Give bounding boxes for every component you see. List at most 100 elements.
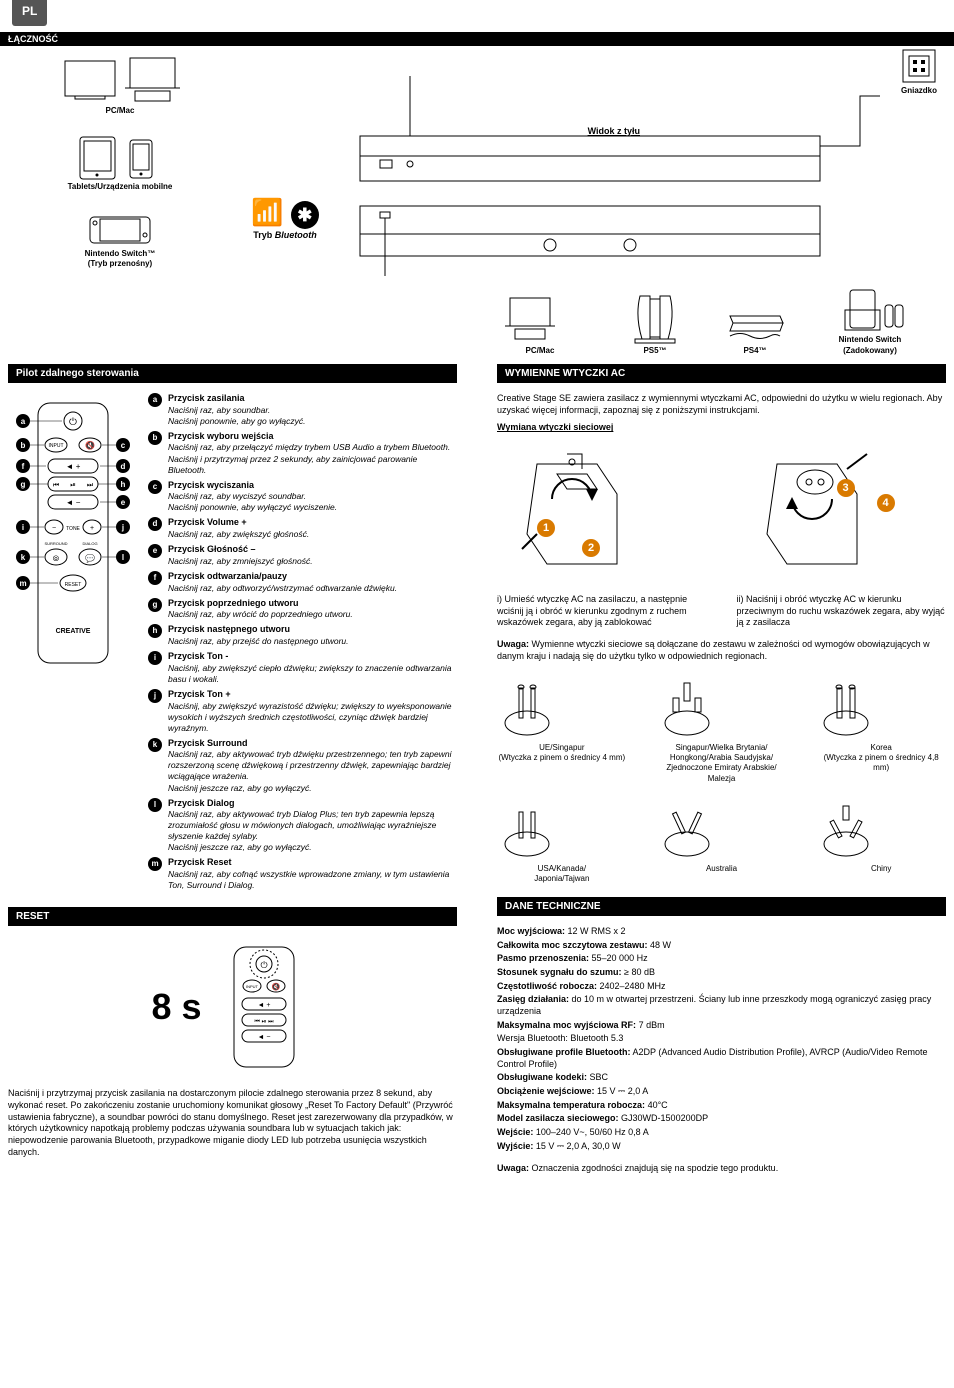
svg-text:⦾: ⦾ bbox=[53, 554, 60, 563]
plug-note: Uwaga: Wymienne wtyczki sieciowe są dołą… bbox=[497, 639, 946, 662]
remote-item-desc: Naciśnij raz, aby cofnąć wszystkie wprow… bbox=[168, 869, 457, 891]
spec-row: Wersja Bluetooth: Bluetooth 5.3 bbox=[497, 1033, 946, 1045]
letter-badge: l bbox=[148, 798, 162, 812]
svg-text:h: h bbox=[121, 480, 126, 489]
remote-item-title: Przycisk Głośność – bbox=[168, 544, 313, 556]
svg-text:◄ −: ◄ − bbox=[257, 1034, 270, 1041]
remote-item-a: aPrzycisk zasilaniaNaciśnij raz, aby sou… bbox=[148, 393, 457, 427]
device-ps4: PS4™ bbox=[720, 311, 790, 356]
svg-text:j: j bbox=[121, 523, 124, 532]
svg-text:g: g bbox=[21, 480, 26, 489]
remote-item-title: Przycisk Dialog bbox=[168, 798, 457, 810]
svg-text:⏻: ⏻ bbox=[69, 417, 77, 428]
step-number-2: 2 bbox=[582, 539, 600, 557]
spec-row: Częstotliwość robocza: 2402–2480 MHz bbox=[497, 981, 946, 993]
step-number-1: 1 bbox=[537, 519, 555, 537]
svg-text:◄ +: ◄ + bbox=[257, 1002, 270, 1009]
wall-outlet: Gniazdko bbox=[894, 46, 944, 96]
bottom-note: Uwaga: Oznaczenia zgodności znajdują się… bbox=[497, 1163, 946, 1175]
reset-instructions: Naciśnij i przytrzymaj przycisk zasilani… bbox=[8, 1088, 457, 1158]
remote-diagram: ⏻ INPUT 🔇 ◄ + ⏮ ⏯ ⏭ ◄ − bbox=[8, 393, 138, 895]
section-reset-header: RESET bbox=[8, 907, 457, 926]
svg-text:CREATIVE: CREATIVE bbox=[56, 628, 91, 635]
plug-step-1-diagram: 1 2 bbox=[497, 444, 707, 584]
label-outlet: Gniazdko bbox=[894, 86, 944, 96]
remote-item-title: Przycisk wyboru wejścia bbox=[168, 431, 457, 443]
remote-item-title: Przycisk Reset bbox=[168, 857, 457, 869]
label-rear-view: Widok z tyłu bbox=[588, 126, 640, 138]
device-row: PC/Mac PS5™ PS4™ bbox=[350, 196, 930, 356]
plug-region: Singapur/Wielka Brytania/ Hongkong/Arabi… bbox=[657, 673, 787, 785]
svg-text:🔇: 🔇 bbox=[85, 440, 95, 450]
svg-text:l: l bbox=[122, 553, 124, 562]
svg-text:c: c bbox=[121, 441, 126, 450]
step-number-3: 3 bbox=[837, 479, 855, 497]
remote-item-title: Przycisk Surround bbox=[168, 738, 457, 750]
plug-region: Australia bbox=[657, 794, 787, 874]
remote-item-title: Przycisk Volume + bbox=[168, 517, 309, 529]
reset-diagram: 8 s ⏻ INPUT 🔇 ◄ + ⏮ ⏯ ⏭ bbox=[8, 942, 457, 1072]
remote-item-desc: Naciśnij, aby zwiększyć wyrazistość dźwi… bbox=[168, 701, 457, 734]
svg-text:⏯: ⏯ bbox=[70, 482, 76, 489]
reset-duration: 8 s bbox=[151, 984, 201, 1031]
device-pcmac-front: PC/Mac bbox=[500, 296, 580, 356]
svg-text:⏻: ⏻ bbox=[260, 960, 267, 970]
svg-text:a: a bbox=[21, 417, 26, 426]
label-switch-portable: Nintendo Switch™ (Tryb przenośny) bbox=[20, 249, 220, 270]
device-ps5: PS5™ bbox=[620, 291, 690, 356]
letter-badge: j bbox=[148, 689, 162, 703]
letter-badge: h bbox=[148, 624, 162, 638]
section-remote-header: Pilot zdalnego sterowania bbox=[8, 364, 457, 383]
letter-badge: d bbox=[148, 517, 162, 531]
plug-region: Chiny bbox=[816, 794, 946, 874]
svg-text:TONE: TONE bbox=[66, 526, 80, 532]
svg-text:e: e bbox=[121, 498, 126, 507]
remote-item-title: Przycisk poprzedniego utworu bbox=[168, 598, 353, 610]
svg-text:b: b bbox=[21, 441, 26, 450]
svg-text:INPUT: INPUT bbox=[246, 984, 259, 989]
remote-item-l: lPrzycisk DialogNaciśnij raz, aby aktywo… bbox=[148, 798, 457, 854]
plug-step-2-text: ii) Naciśnij i obróć wtyczkę AC w kierun… bbox=[737, 594, 947, 629]
svg-text:k: k bbox=[21, 553, 26, 562]
svg-text:d: d bbox=[121, 462, 126, 471]
spec-row: Wyjście: 15 V ⎓ 2,0 A, 30,0 W bbox=[497, 1141, 946, 1153]
letter-badge: m bbox=[148, 857, 162, 871]
remote-item-m: m Przycisk ResetNaciśnij raz, aby cofnąć … bbox=[148, 857, 457, 891]
spec-row: Obsługiwane profile Bluetooth: A2DP (Adv… bbox=[497, 1047, 946, 1070]
wireless-icon: 📶 bbox=[251, 197, 283, 227]
plug-heading: Wymiana wtyczki sieciowej bbox=[497, 422, 946, 434]
remote-item-d: dPrzycisk Volume +Naciśnij raz, aby zwię… bbox=[148, 517, 457, 540]
svg-text:i: i bbox=[22, 523, 24, 532]
plug-step-2-diagram: 3 4 bbox=[737, 444, 947, 584]
letter-badge: g bbox=[148, 598, 162, 612]
svg-text:🔇: 🔇 bbox=[271, 982, 280, 991]
remote-item-c: cPrzycisk wyciszaniaNaciśnij raz, aby wy… bbox=[148, 480, 457, 514]
remote-item-desc: Naciśnij raz, aby soundbar. Naciśnij pon… bbox=[168, 405, 305, 427]
section-specs-header: DANE TECHNICZNE bbox=[497, 897, 946, 916]
svg-text:⏭: ⏭ bbox=[87, 482, 94, 489]
device-tablets: Tablets/Urządzenia mobilne bbox=[20, 132, 220, 192]
remote-item-title: Przycisk następnego utworu bbox=[168, 624, 348, 636]
spec-row: Pasmo przenoszenia: 55–20 000 Hz bbox=[497, 953, 946, 965]
plug-regions-row-2: USA/Kanada/ Japonia/TajwanAustraliaChiny bbox=[497, 794, 946, 885]
letter-badge: b bbox=[148, 431, 162, 445]
svg-text:⏮: ⏮ bbox=[53, 482, 59, 489]
spec-row: Całkowita moc szczytowa zestawu: 48 W bbox=[497, 940, 946, 952]
plug-step-1-text: i) Umieść wtyczkę AC na zasilaczu, a nas… bbox=[497, 594, 707, 629]
remote-item-desc: Naciśnij raz, aby odtworzyć/wstrzymać od… bbox=[168, 583, 397, 594]
svg-text:💬: 💬 bbox=[85, 553, 95, 563]
spec-row: Maksymalna temperatura robocza: 40°C bbox=[497, 1100, 946, 1112]
letter-badge: f bbox=[148, 571, 162, 585]
device-switch-portable: Nintendo Switch™ (Tryb przenośny) bbox=[20, 209, 220, 270]
spec-row: Zasięg działania: do 10 m w otwartej prz… bbox=[497, 994, 946, 1017]
svg-text:RESET: RESET bbox=[65, 582, 82, 588]
svg-text:m: m bbox=[19, 579, 26, 588]
remote-item-desc: Naciśnij raz, aby wrócić do poprzedniego… bbox=[168, 609, 353, 620]
remote-item-title: Przycisk zasilania bbox=[168, 393, 305, 405]
section-connectivity-header: ŁĄCZNOŚĆ bbox=[0, 32, 954, 46]
svg-text:−: − bbox=[52, 525, 56, 532]
svg-text:DIALOG: DIALOG bbox=[82, 541, 97, 546]
device-switch-docked: Nintendo Switch (Zadokowany) bbox=[820, 285, 920, 356]
remote-item-title: Przycisk odtwarzania/pauzy bbox=[168, 571, 397, 583]
spec-row: Stosunek sygnału do szumu: ≥ 80 dB bbox=[497, 967, 946, 979]
